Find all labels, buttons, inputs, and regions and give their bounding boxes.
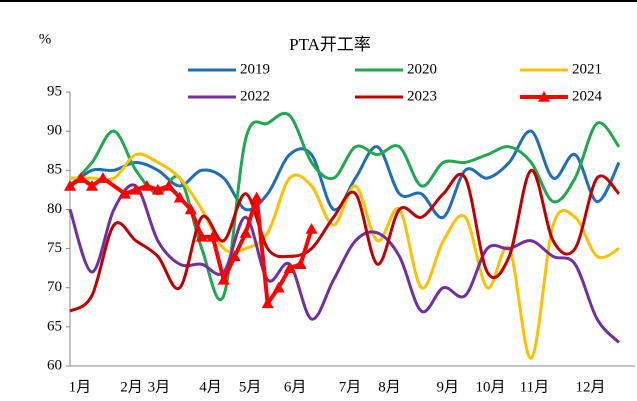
legend-marker xyxy=(538,91,550,102)
point-marker xyxy=(118,187,131,199)
x-tick-label: 6月 xyxy=(284,379,307,395)
x-tick-label: 1月 xyxy=(69,379,92,395)
point-marker xyxy=(85,179,98,191)
legend-label: 2019 xyxy=(240,61,270,77)
y-tick-label: 75 xyxy=(47,240,62,256)
y-tick-label: 80 xyxy=(47,201,62,217)
y-tick-label: 85 xyxy=(47,162,62,178)
y-tick-label: 70 xyxy=(47,279,62,295)
point-marker xyxy=(217,273,230,285)
point-marker xyxy=(74,172,87,183)
point-marker xyxy=(129,183,142,195)
point-marker xyxy=(206,230,219,242)
point-marker xyxy=(283,262,296,273)
x-tick-label: 5月 xyxy=(239,379,262,395)
x-tick-label: 11月 xyxy=(520,379,549,395)
series-line xyxy=(69,168,621,313)
y-tick-label: 95 xyxy=(47,83,62,99)
y-axis-label: % xyxy=(39,31,52,47)
x-tick-label: 8月 xyxy=(378,379,401,395)
point-marker xyxy=(195,230,208,242)
point-marker xyxy=(239,226,252,238)
point-marker xyxy=(151,183,164,195)
x-tick-label: 4月 xyxy=(199,379,222,395)
legend-label: 2023 xyxy=(407,88,437,104)
series-line xyxy=(68,183,621,344)
x-tick-label: 12月 xyxy=(575,379,605,395)
legend-label: 2024 xyxy=(572,88,603,104)
point-marker xyxy=(162,179,175,191)
y-tick-label: 60 xyxy=(47,357,62,373)
point-marker xyxy=(261,297,274,309)
y-tick-label: 90 xyxy=(47,123,62,139)
legend-label: 2022 xyxy=(240,88,270,104)
series-line xyxy=(70,152,620,360)
point-marker xyxy=(228,250,241,262)
point-marker xyxy=(96,172,109,183)
y-tick-label: 65 xyxy=(47,318,62,334)
point-marker xyxy=(250,191,263,203)
point-marker xyxy=(184,203,197,215)
point-marker xyxy=(140,179,153,191)
series-line xyxy=(68,176,314,306)
x-tick-label: 9月 xyxy=(436,379,459,395)
point-marker xyxy=(305,223,318,234)
point-marker xyxy=(173,191,186,203)
legend-label: 2020 xyxy=(407,61,437,77)
point-marker xyxy=(294,258,307,270)
point-marker xyxy=(64,179,76,191)
x-tick-label: 10月 xyxy=(476,379,506,395)
x-tick-label: 2月 xyxy=(120,379,143,395)
chart-title: PTA开工率 xyxy=(289,35,371,54)
x-tick-label: 7月 xyxy=(339,379,362,395)
x-tick-label: 3月 xyxy=(148,379,171,395)
point-marker xyxy=(272,281,285,293)
legend-label: 2021 xyxy=(572,61,602,77)
